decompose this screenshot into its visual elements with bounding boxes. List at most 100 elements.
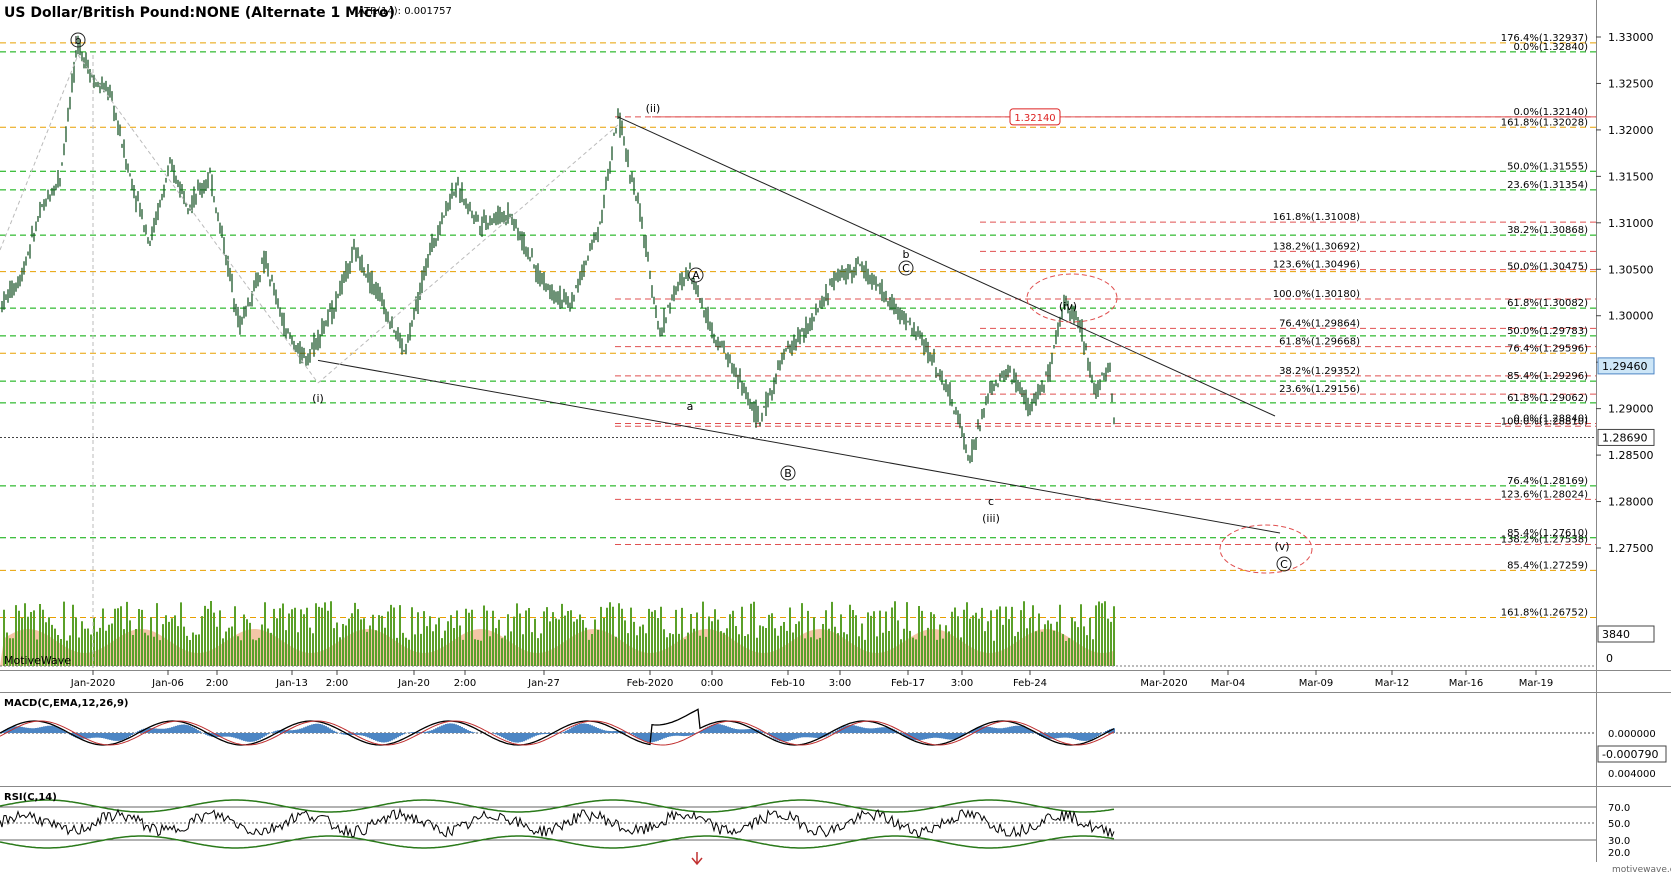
chart-title: US Dollar/British Pound:NONE (Alternate … xyxy=(4,5,395,21)
wave-label: C xyxy=(902,262,910,275)
wave-label: (ii) xyxy=(646,102,661,115)
last-price-tag: 1.29460 xyxy=(1602,360,1648,373)
wave-circle xyxy=(70,32,86,48)
fib-label: 38.2%(1.30868) xyxy=(1507,225,1588,236)
trend-lines: 1.32140 xyxy=(0,54,1596,670)
fib-label: 0.0%(1.32840) xyxy=(1513,42,1588,53)
volume-average-area xyxy=(0,629,1115,666)
fib-label: 100.0%(1.30180) xyxy=(1273,289,1360,300)
fib-label: 0.0%(1.32140) xyxy=(1513,107,1588,118)
fib-label: 85.4%(1.27610) xyxy=(1507,528,1588,539)
volume-histogram xyxy=(3,601,1115,666)
wave-label: (iii) xyxy=(982,512,1000,525)
time-tick-label: Mar-19 xyxy=(1519,678,1554,689)
lower-trendline xyxy=(317,359,1281,534)
time-tick-label: Jan-20 xyxy=(397,678,430,689)
price-tick-label: 1.31000 xyxy=(1608,217,1654,230)
price-tick-label: 1.31500 xyxy=(1608,170,1654,183)
down-arrow-icon xyxy=(691,852,703,866)
wave-label: (i) xyxy=(312,392,324,405)
upper-trendline xyxy=(617,116,1276,417)
rsi-label: RSI(C,14) xyxy=(4,792,57,803)
volume-axis-tag: 3840 xyxy=(1602,628,1630,641)
fib-label: 161.8%(1.26752) xyxy=(1501,607,1588,618)
fib-label: 161.8%(1.32028) xyxy=(1501,117,1588,128)
time-axis: Jan-2020 Jan-06 2:00 Jan-13 2:00 Jan-20 2:00 Ja… xyxy=(70,670,1554,689)
projection-line xyxy=(0,54,79,251)
macd-histogram xyxy=(1,723,1115,743)
fib-label: 76.4%(1.29864) xyxy=(1279,318,1360,329)
rsi-tick-label: 70.0 xyxy=(1608,803,1630,814)
wave-label: C xyxy=(1280,558,1288,571)
time-tick-label: 2:00 xyxy=(454,678,476,689)
time-tick-label: Mar-12 xyxy=(1375,678,1410,689)
price-tick-label: 1.30000 xyxy=(1608,310,1654,323)
fib-label: 0.0%(1.28840) xyxy=(1513,414,1588,425)
price-tick-label: 1.32000 xyxy=(1608,124,1654,137)
wave-circle xyxy=(688,267,704,283)
time-tick-label: Jan-06 xyxy=(151,678,184,689)
fib-label: 50.0%(1.30475) xyxy=(1507,262,1588,273)
price-tick-label: 1.33000 xyxy=(1608,31,1654,44)
time-tick-label: Jan-13 xyxy=(275,678,308,689)
fib-label: 23.6%(1.29156) xyxy=(1279,384,1360,395)
fib-label: 61.8%(1.30082) xyxy=(1507,298,1588,309)
target-ellipse-v xyxy=(1219,524,1313,574)
fib-label: 50.0%(1.31555) xyxy=(1507,161,1588,172)
wave-circle xyxy=(898,260,914,276)
wave-label: B xyxy=(784,467,792,480)
price-tick-label: 1.30500 xyxy=(1608,263,1654,276)
time-tick-label: Jan-27 xyxy=(527,678,560,689)
volume-zero-label: 0 xyxy=(1606,652,1613,665)
time-tick-label: Mar-09 xyxy=(1299,678,1334,689)
time-tick-label: Mar-2020 xyxy=(1140,678,1187,689)
macd-signal-line xyxy=(0,720,1115,746)
price-tag-box xyxy=(1009,108,1061,126)
wave-label: (iv) xyxy=(1059,300,1077,313)
price-candles xyxy=(1,35,1115,464)
wave-circle xyxy=(780,465,796,481)
price-tick-label: 1.28000 xyxy=(1608,496,1654,509)
atr-readout: ATR(14): 0.001757 xyxy=(358,6,452,17)
fib-label: 76.4%(1.28169) xyxy=(1507,476,1588,487)
macd-tick-label: 0.004000 xyxy=(1608,769,1656,780)
macd-value-box xyxy=(1597,745,1667,763)
fib-label: 123.6%(1.30496) xyxy=(1273,260,1360,271)
fib-label: 161.8%(1.31008) xyxy=(1273,212,1360,223)
fib-label: 176.4%(1.32937) xyxy=(1501,33,1588,44)
volume-bars xyxy=(0,601,1596,667)
macd-panel[interactable]: 0.000000 0.004000 -0.000790 xyxy=(0,708,1667,780)
fib-label: 138.2%(1.30692) xyxy=(1273,241,1360,252)
rsi-tick-label: 30.0 xyxy=(1608,836,1630,847)
time-tick-label: Mar-16 xyxy=(1449,678,1484,689)
price-axis: 1.33000 1.32500 1.32000 1.31500 1.31000 1.305… xyxy=(0,31,1655,665)
macd-tick-label: 0.000000 xyxy=(1608,729,1656,740)
rsi-upper-band xyxy=(0,799,1115,813)
macd-value: -0.000790 xyxy=(1602,748,1658,761)
rsi-tick-label: 20.0 xyxy=(1608,848,1630,859)
time-tick-label: Feb-2020 xyxy=(627,678,674,689)
ref-price-tag-box xyxy=(1597,428,1655,446)
price-tick-label: 1.32500 xyxy=(1608,77,1654,90)
macd-line xyxy=(0,708,1115,746)
price-tick-label: 1.27500 xyxy=(1608,542,1654,555)
wave-label: b xyxy=(903,248,910,261)
rsi-line xyxy=(0,807,1115,839)
wave-label: a xyxy=(687,400,694,413)
wave-label: A xyxy=(692,269,700,282)
rsi-tick-label: 50.0 xyxy=(1608,819,1630,830)
fib-label: 61.8%(1.29062) xyxy=(1507,393,1588,404)
rsi-lower-band xyxy=(0,835,1115,849)
wave-label: b xyxy=(75,34,82,47)
last-price-tag-box xyxy=(1597,357,1655,375)
time-tick-label: Feb-10 xyxy=(771,678,805,689)
fib-label: 38.2%(1.29352) xyxy=(1279,366,1360,377)
rsi-panel[interactable]: 70.0 50.0 30.020.0 xyxy=(0,799,1630,866)
price-series xyxy=(1,35,1115,464)
fib-label: 138.2%(1.27538) xyxy=(1501,534,1588,545)
price-tick-label: 1.28500 xyxy=(1608,449,1654,462)
price-tick-label: 1.29000 xyxy=(1608,403,1654,416)
